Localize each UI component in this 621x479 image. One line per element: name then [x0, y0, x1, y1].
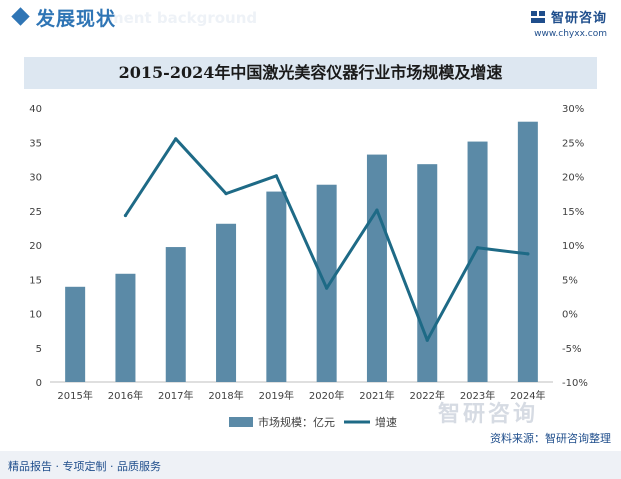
bar — [417, 164, 438, 382]
bar — [316, 184, 337, 382]
brand-name: 智研咨询 — [550, 11, 607, 26]
growth-point — [526, 252, 530, 256]
y-left-tick-label: 35 — [29, 138, 42, 149]
x-tick-label: 2019年 — [259, 389, 294, 402]
bar — [65, 286, 86, 382]
bar — [366, 154, 387, 382]
y-right-tick-label: 30% — [562, 104, 584, 115]
x-tick-label: 2024年 — [510, 389, 545, 402]
bar — [467, 141, 488, 382]
y-left-tick-label: 15 — [29, 275, 42, 286]
header: ment background 发展现状 智研咨询 www.chyxx.com — [0, 0, 621, 39]
y-left-tick-label: 20 — [29, 241, 42, 252]
brand-logo-icon — [530, 10, 545, 23]
legend-label-bar: 市场规模：亿元 — [258, 415, 335, 429]
brand: 智研咨询 www.chyxx.com — [530, 6, 607, 39]
legend-label-line: 增速 — [375, 415, 397, 429]
section-title: 发展现状 — [36, 8, 117, 30]
growth-point — [325, 286, 329, 290]
y-right-tick-label: 10% — [562, 241, 584, 252]
x-tick-label: 2022年 — [410, 389, 445, 402]
x-tick-label: 2018年 — [208, 389, 243, 402]
x-tick-label: 2021年 — [359, 389, 394, 402]
bar — [216, 223, 237, 382]
y-right-tick-label: 25% — [562, 138, 584, 149]
y-left-tick-label: 30 — [29, 173, 42, 184]
brand-url: www.chyxx.com — [534, 29, 607, 39]
y-right-tick-label: 5% — [562, 275, 578, 286]
growth-point — [274, 174, 278, 178]
x-tick-label: 2020年 — [309, 389, 344, 402]
footer: 智研咨询 资料来源：智研咨询整理 精品报告 · 专项定制 · 品质服务 — [0, 402, 621, 479]
x-tick-label: 2016年 — [108, 389, 143, 402]
y-left-tick-label: 25 — [29, 207, 42, 218]
footer-brand-watermark: 智研咨询 — [438, 402, 539, 427]
x-tick-label: 2017年 — [158, 389, 193, 402]
chart-title: 2015-2024年中国激光美容仪器行业市场规模及增速 — [118, 63, 503, 82]
y-right-tick-label: 0% — [562, 310, 578, 321]
y-left-tick-label: 0 — [36, 378, 42, 389]
growth-point — [375, 208, 379, 212]
x-tick-label: 2023年 — [460, 389, 495, 402]
growth-point — [425, 338, 429, 342]
y-right-tick-label: -5% — [562, 344, 581, 355]
y-right-tick-label: 15% — [562, 207, 584, 218]
growth-point — [475, 246, 480, 250]
bar — [266, 191, 287, 382]
bar — [517, 121, 538, 382]
y-left-tick-label: 5 — [36, 344, 42, 355]
growth-point — [224, 192, 228, 196]
y-right-tick-label: 20% — [562, 173, 584, 184]
y-left-tick-label: 10 — [29, 310, 42, 321]
footer-tagline: 精品报告 · 专项定制 · 品质服务 — [8, 460, 161, 473]
growth-point — [123, 213, 128, 218]
chart-title-band — [24, 57, 597, 89]
x-tick-label: 2015年 — [57, 389, 92, 402]
section-subtitle-ghost: ment background — [108, 9, 258, 27]
legend-swatch-bar — [229, 417, 253, 427]
bar — [165, 247, 186, 382]
source-note: 资料来源：智研咨询整理 — [490, 432, 611, 445]
bar — [115, 273, 136, 382]
y-right-tick-label: -10% — [562, 378, 588, 389]
growth-point — [174, 137, 178, 141]
y-left-tick-label: 40 — [29, 104, 42, 115]
